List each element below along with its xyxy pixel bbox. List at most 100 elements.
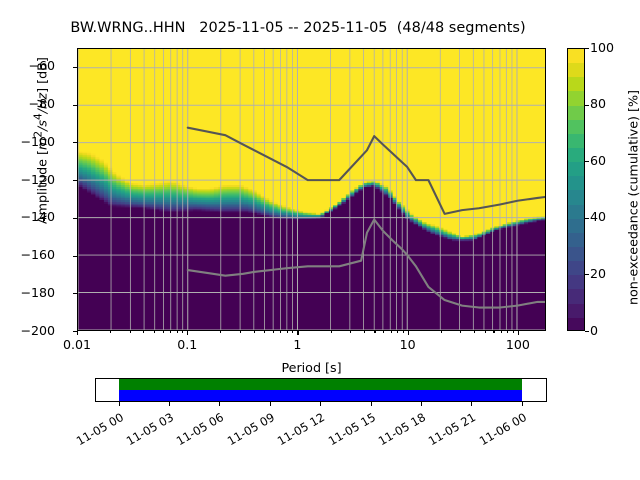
x-axis-minor-tick-mark (110, 331, 112, 334)
ppsd-axes[interactable] (77, 48, 546, 331)
timeline-tick-mark (370, 402, 372, 406)
x-axis-tick-mark (407, 331, 409, 335)
colorbar-segment (568, 190, 584, 205)
x-axis-minor-tick-mark (280, 331, 282, 334)
x-axis-tick-mark (77, 331, 79, 335)
colorbar[interactable] (567, 48, 585, 331)
y-axis-tick-label: −80 (28, 96, 55, 112)
y-axis-tick-label: −120 (20, 171, 55, 187)
colorbar-tick-mark (585, 331, 589, 333)
y-axis-tick-mark (73, 331, 77, 333)
y-axis-tick-label: −180 (20, 284, 55, 300)
y-axis-tick-label: −140 (20, 209, 55, 225)
figure-title: BW.WRNG..HHN 2025-11-05 -- 2025-11-05 (4… (70, 20, 526, 36)
x-axis-minor-tick-mark (440, 331, 442, 334)
colorbar-segment (568, 77, 584, 92)
y-axis-tick-mark (73, 104, 77, 106)
x-axis-minor-tick-mark (154, 331, 156, 334)
timeline-tick-label: 11-05 12 (274, 410, 328, 449)
x-axis-minor-tick-mark (182, 331, 184, 334)
y-axis-tick-mark (73, 255, 77, 257)
noise-model-curves (186, 126, 545, 309)
colorbar-segment (568, 246, 584, 262)
colorbar-tick-mark (585, 48, 589, 50)
colorbar-segment (568, 119, 584, 134)
x-axis-minor-tick-mark (460, 331, 462, 334)
timeline-tick-label: 11-05 09 (224, 410, 277, 449)
x-axis-minor-tick-mark (374, 331, 376, 334)
colorbar-segment (568, 204, 584, 219)
y-axis-tick-label: −160 (20, 247, 55, 263)
colorbar-tick-mark (585, 217, 589, 219)
x-axis-minor-tick-mark (330, 331, 332, 334)
y-axis-tick-mark (73, 66, 77, 68)
colorbar-segment (568, 176, 584, 191)
y-axis-tick-mark (73, 180, 77, 182)
x-axis-label: Period [s] (281, 360, 342, 375)
y-axis-tick-mark (73, 293, 77, 295)
ppsd-density-heatmap (78, 49, 545, 330)
colorbar-segment (568, 91, 584, 106)
x-axis-minor-tick-mark (402, 331, 404, 334)
y-axis-tick-mark (73, 217, 77, 219)
timeline-tick-label: 11-06 00 (476, 410, 529, 449)
colorbar-segment (568, 63, 584, 78)
x-axis-tick-label: 10 (399, 337, 416, 352)
x-axis-minor-tick-mark (286, 331, 288, 334)
colorbar-label: non-exceedance (cumulative) [%] (625, 90, 640, 305)
segments-band (118, 390, 523, 401)
x-axis-minor-tick-mark (493, 331, 495, 334)
x-axis-minor-tick-mark (220, 331, 222, 334)
x-axis-minor-tick-mark (162, 331, 164, 334)
x-axis-tick-label: 100 (505, 337, 530, 352)
colorbar-segment (568, 303, 584, 318)
x-axis-minor-tick-mark (507, 331, 509, 334)
x-axis-minor-tick-mark (264, 331, 266, 334)
colorbar-tick-mark (585, 274, 589, 276)
x-axis-minor-tick-mark (396, 331, 399, 334)
x-axis-minor-tick-mark (253, 331, 255, 334)
timeline-tick-label: 11-05 00 (73, 410, 126, 449)
colorbar-tick-label: 0 (590, 322, 599, 338)
x-axis-minor-tick-mark (500, 331, 502, 334)
colorbar-tick-mark (585, 161, 589, 163)
x-axis-minor-tick-mark (512, 331, 514, 334)
colorbar-segment (568, 49, 584, 64)
x-axis-minor-tick-mark (474, 331, 476, 334)
timeline-tick-label: 11-05 21 (426, 410, 479, 449)
timeline-tick-label: 11-05 03 (123, 410, 176, 449)
x-axis-minor-tick-mark (170, 331, 172, 334)
colorbar-tick-label: 80 (590, 96, 607, 112)
colorbar-tick-label: 40 (590, 209, 607, 225)
colorbar-tick-label: 60 (590, 152, 607, 168)
colorbar-segment (568, 162, 584, 177)
colorbar-segment (568, 232, 584, 247)
timeline-axes[interactable] (95, 378, 547, 402)
x-axis-tick-mark (187, 331, 189, 335)
timeline-tick-mark (320, 402, 322, 406)
timeline-tick-mark (118, 402, 120, 406)
y-axis-tick-label: −60 (28, 58, 55, 74)
x-axis-tick-label: 0.1 (177, 337, 198, 352)
x-axis-minor-tick-mark (363, 331, 365, 334)
timeline-tick-label: 11-05 18 (375, 410, 428, 449)
x-axis-minor-tick-mark (390, 331, 392, 334)
colorbar-tick-label: 20 (590, 265, 607, 281)
plot-gridlines (78, 49, 545, 330)
timeline-tick-mark (420, 402, 422, 406)
timeline-tick-mark (269, 402, 271, 406)
y-axis-tick-label: −200 (20, 322, 55, 338)
x-axis-minor-tick-mark (292, 331, 294, 334)
x-axis-tick-mark (297, 331, 299, 335)
data-availability-band (118, 379, 523, 390)
x-axis-minor-tick-mark (484, 331, 486, 334)
x-axis-minor-tick-mark (176, 331, 178, 334)
timeline-tick-label: 11-05 15 (325, 410, 378, 449)
y-axis-tick-mark (73, 142, 77, 144)
timeline-tick-mark (219, 402, 221, 406)
x-axis-minor-tick-mark (350, 331, 352, 334)
colorbar-segment (568, 289, 584, 304)
timeline-tick-mark (168, 402, 170, 406)
x-axis-tick-label: 0.01 (62, 337, 92, 352)
